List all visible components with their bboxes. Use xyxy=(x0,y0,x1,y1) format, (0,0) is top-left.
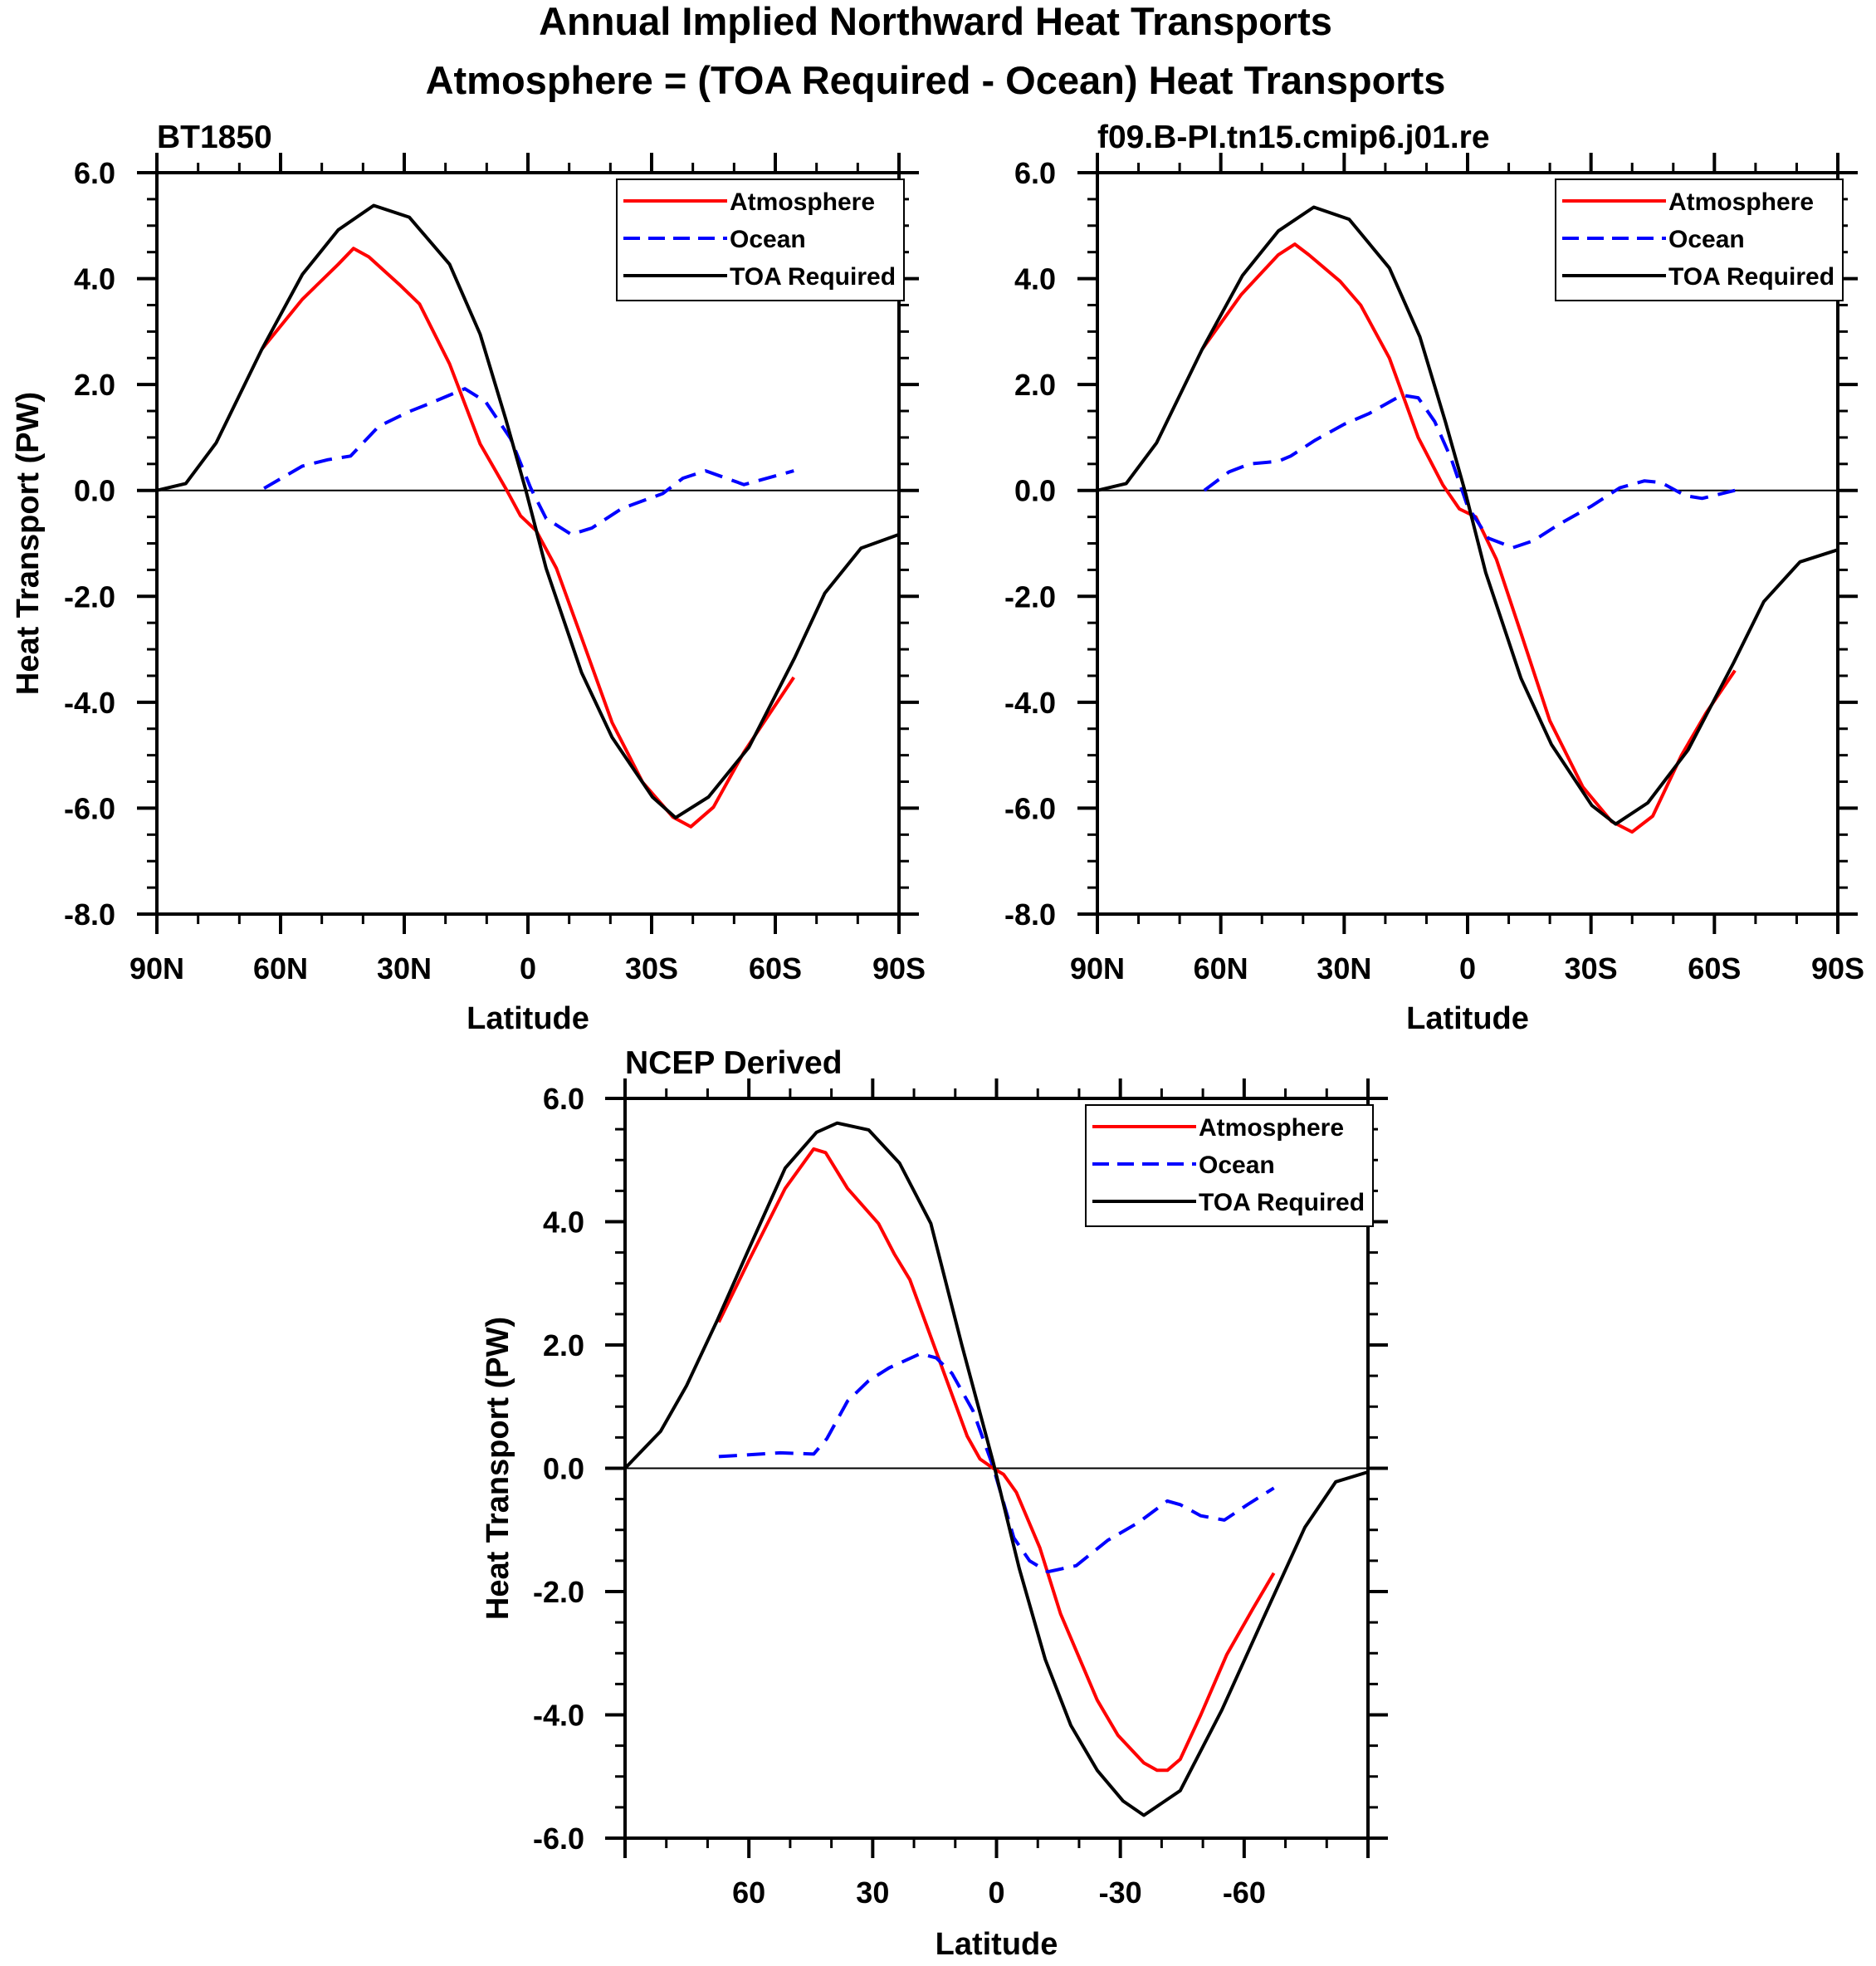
x-tick-label: 30 xyxy=(856,1876,889,1910)
x-tick-label: -30 xyxy=(1099,1876,1142,1910)
y-tick-label: -2.0 xyxy=(1004,580,1056,614)
legend-label: Atmosphere xyxy=(730,188,875,216)
x-tick-label: 60S xyxy=(749,951,802,985)
panel-title: NCEP Derived xyxy=(625,1045,843,1081)
y-tick-label: -2.0 xyxy=(533,1575,584,1609)
figure-title-line1: Annual Implied Northward Heat Transports xyxy=(539,0,1332,43)
y-tick-label: 4.0 xyxy=(1014,262,1056,296)
y-tick-label: -6.0 xyxy=(533,1822,584,1856)
y-tick-label: 2.0 xyxy=(74,368,115,402)
x-tick-label: 90S xyxy=(1811,951,1864,985)
x-axis-title: Latitude xyxy=(936,1927,1058,1962)
panel-title: f09.B-PI.tn15.cmip6.j01.re xyxy=(1097,120,1490,155)
x-axis-title: Latitude xyxy=(1406,1001,1529,1036)
y-tick-label: 2.0 xyxy=(1014,368,1056,402)
y-tick-label: -4.0 xyxy=(1004,686,1056,720)
y-tick-label: -4.0 xyxy=(533,1699,584,1733)
legend-label: Atmosphere xyxy=(1668,188,1814,216)
panel-title: BT1850 xyxy=(157,120,272,155)
series-line-atmosphere xyxy=(717,1147,1276,1773)
chart-panel-2: 90N 60N 30N 0 30S 60S 90S 6.0 4.0 2.0 0.0 -2.0 -4.0 -… xyxy=(1004,120,1864,1036)
legend-label: Ocean xyxy=(1668,226,1745,253)
x-tick-label: 60N xyxy=(1194,951,1248,985)
series-line-toa-required xyxy=(1097,205,1839,826)
y-tick-label: 2.0 xyxy=(543,1328,584,1362)
y-tick-label: 0.0 xyxy=(1014,474,1056,508)
x-axis-title: Latitude xyxy=(467,1001,589,1036)
x-tick-label: 90N xyxy=(129,951,184,985)
x-tick-label: 0 xyxy=(520,951,536,985)
figure-title-line2: Atmosphere = (TOA Required - Ocean) Heat… xyxy=(426,58,1446,102)
series-line-ocean xyxy=(718,1352,1275,1574)
y-tick-label: -8.0 xyxy=(64,897,115,932)
legend: Atmosphere Ocean TOA Required xyxy=(616,179,905,301)
legend-label: Atmosphere xyxy=(1199,1114,1344,1142)
legend: Atmosphere Ocean TOA Required xyxy=(1555,179,1844,301)
x-tick-label: 30S xyxy=(625,951,678,985)
y-tick-label: -6.0 xyxy=(64,791,115,825)
y-tick-label: 0.0 xyxy=(543,1452,584,1486)
x-tick-label: 0 xyxy=(1459,951,1476,985)
x-tick-label: 0 xyxy=(988,1876,1004,1910)
y-tick-label: -4.0 xyxy=(64,686,115,720)
series-line-ocean xyxy=(1203,393,1736,550)
y-tick-label: 6.0 xyxy=(74,156,115,190)
x-tick-label: 60N xyxy=(253,951,308,985)
legend: Atmosphere Ocean TOA Required xyxy=(1085,1104,1374,1227)
chart-panel-3: 60 30 0 -30 -60 6.0 4.0 2.0 0.0 -2.0 -4.0 -6.0 Latit… xyxy=(481,1045,1388,1962)
y-tick-label: 4.0 xyxy=(74,262,115,296)
series-line-atmosphere xyxy=(261,247,795,829)
y-tick-label: -8.0 xyxy=(1004,897,1056,932)
legend-label: TOA Required xyxy=(1668,263,1834,291)
chart-panel-1: 90N 60N 30N 0 30S 60S 90S 6.0 4.0 2.0 0.0 -2.0 -4.0 -… xyxy=(11,120,926,1036)
x-tick-label: 60S xyxy=(1688,951,1741,985)
y-tick-label: -6.0 xyxy=(1004,791,1056,825)
x-tick-label: -60 xyxy=(1223,1876,1266,1910)
y-axis-title: Heat Transport (PW) xyxy=(481,1317,515,1620)
x-tick-label: 30N xyxy=(1317,951,1371,985)
x-tick-label: 30N xyxy=(377,951,432,985)
x-tick-label: 60 xyxy=(732,1876,765,1910)
legend-label: TOA Required xyxy=(730,263,896,291)
x-tick-label: 90S xyxy=(872,951,926,985)
y-tick-label: 6.0 xyxy=(543,1082,584,1116)
legend-label: Ocean xyxy=(730,226,806,253)
legend-label: Ocean xyxy=(1199,1152,1275,1179)
y-tick-label: 0.0 xyxy=(74,474,115,508)
y-axis-title: Heat Transport (PW) xyxy=(11,392,46,695)
x-tick-label: 30S xyxy=(1565,951,1618,985)
legend-label: TOA Required xyxy=(1199,1189,1365,1216)
series-line-ocean xyxy=(263,387,794,536)
x-tick-label: 90N xyxy=(1070,951,1125,985)
series-line-toa-required xyxy=(623,1121,1369,1817)
series-line-toa-required xyxy=(156,203,900,819)
y-tick-label: -2.0 xyxy=(64,580,115,614)
series-line-atmosphere xyxy=(1200,242,1737,834)
y-tick-label: 4.0 xyxy=(543,1206,584,1240)
y-tick-label: 6.0 xyxy=(1014,156,1056,190)
